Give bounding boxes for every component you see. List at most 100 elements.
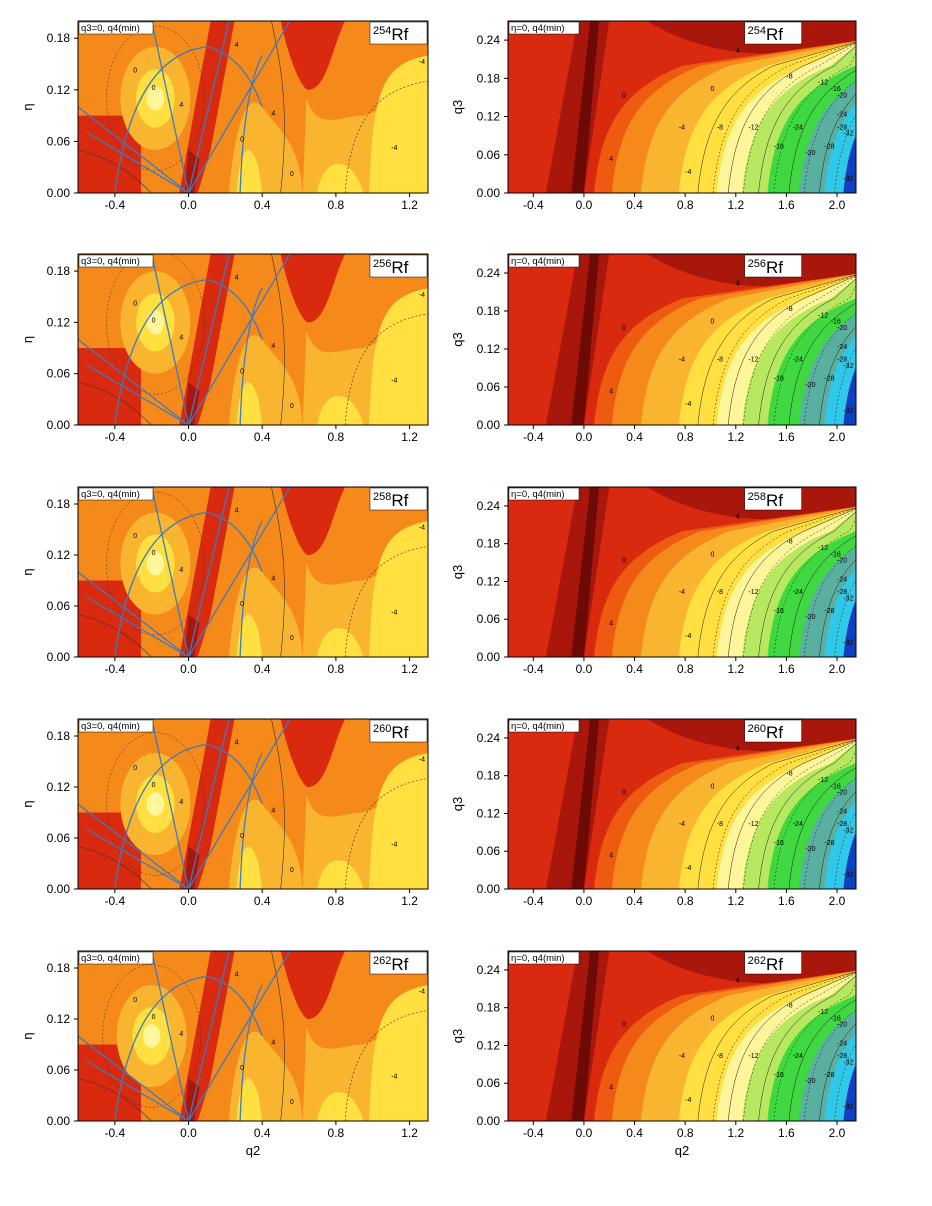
x-tick-label: 1.2 bbox=[401, 1126, 418, 1140]
y-axis-label: q3 bbox=[450, 565, 465, 579]
contour-fill: 0 4 0 4 0 4 -4 0 -4 bbox=[78, 719, 428, 889]
y-tick-label: 0.12 bbox=[477, 806, 501, 820]
x-tick-label: 0.0 bbox=[180, 430, 197, 444]
contour-label: -16 bbox=[774, 1072, 784, 1079]
contour-label: 0 bbox=[290, 1099, 294, 1106]
x-tick-label: 2.0 bbox=[829, 894, 846, 908]
y-axis-label: q3 bbox=[450, 797, 465, 811]
band bbox=[843, 831, 856, 889]
contour-label: -24 bbox=[793, 357, 803, 364]
contour-label: -16 bbox=[774, 376, 784, 383]
x-tick-label: 0.0 bbox=[576, 198, 593, 212]
contour-label: 4 bbox=[609, 156, 613, 163]
plot-frame bbox=[507, 718, 857, 890]
nucleus-label: 254Rf bbox=[748, 25, 784, 44]
y-tick-label: 0.06 bbox=[47, 134, 71, 148]
condition-box bbox=[508, 487, 580, 501]
trajectory-line bbox=[86, 364, 189, 425]
condition-text: η=0, q4(min) bbox=[511, 721, 565, 732]
contour-label: -24 bbox=[837, 112, 847, 119]
contour-label: 0 bbox=[290, 867, 294, 874]
contour-label: -16 bbox=[831, 86, 841, 93]
x-tick-label: 0.8 bbox=[677, 894, 694, 908]
condition-box bbox=[78, 21, 154, 35]
contour-label: -4 bbox=[679, 589, 685, 596]
plot-frame bbox=[77, 718, 429, 890]
contour-line bbox=[727, 740, 856, 889]
contour-label: -16 bbox=[774, 143, 784, 150]
x-tick-label: -0.4 bbox=[523, 1126, 544, 1140]
x-tick-label: 0.8 bbox=[677, 662, 694, 676]
x-tick-label: -0.4 bbox=[523, 198, 544, 212]
condition-text: η=0, q4(min) bbox=[511, 953, 565, 964]
trajectory-line bbox=[78, 1035, 189, 1121]
contour-label: 4 bbox=[179, 102, 183, 109]
contour-label: -4 bbox=[391, 1074, 397, 1081]
contour-label: 0 bbox=[152, 317, 156, 324]
y-tick-label: 0.18 bbox=[477, 71, 501, 85]
contour-fill: 0 4 0 4 0 4 -4 0 -4 bbox=[78, 254, 428, 425]
contour-line bbox=[819, 93, 856, 193]
band bbox=[571, 719, 600, 889]
x-tick-label: 0.0 bbox=[576, 1126, 593, 1140]
band bbox=[280, 254, 346, 323]
contour-label: -28 bbox=[837, 124, 847, 131]
contour-line bbox=[727, 508, 856, 657]
contour-label: -4 bbox=[679, 821, 685, 828]
contour-label: -8 bbox=[717, 357, 723, 364]
contour-label: 0 bbox=[622, 790, 626, 797]
trajectory-line bbox=[151, 21, 190, 193]
contour-line bbox=[819, 1022, 856, 1121]
condition-box bbox=[78, 951, 154, 965]
contour-label: -16 bbox=[831, 551, 841, 558]
x-axis-label: q2 bbox=[675, 1143, 689, 1158]
contour-label: 0 bbox=[622, 325, 626, 332]
contour-line bbox=[344, 546, 428, 657]
trajectory-line bbox=[187, 21, 230, 193]
contour-label: -8 bbox=[717, 821, 723, 828]
contour-label: 4 bbox=[271, 111, 275, 118]
panel-260-right: 04-4 -8 -12-16-20-24-28-32-8-12-16-20-24-2… bbox=[450, 718, 857, 908]
trajectory-line bbox=[151, 487, 190, 657]
y-tick-label: 0.18 bbox=[47, 264, 71, 278]
contour-label: -8 bbox=[717, 1053, 723, 1060]
condition-box bbox=[508, 719, 580, 733]
contour-label: -16 bbox=[831, 1015, 841, 1022]
x-tick-label: 0.8 bbox=[677, 198, 694, 212]
contour-line bbox=[697, 507, 856, 657]
x-tick-label: 1.2 bbox=[727, 1126, 744, 1140]
nucleus-label-box bbox=[369, 21, 428, 45]
x-tick-label: 0.4 bbox=[626, 662, 643, 676]
x-tick-label: 1.6 bbox=[778, 894, 795, 908]
condition-text: q3=0, q4(min) bbox=[81, 23, 140, 34]
trajectory-line bbox=[151, 254, 190, 425]
plot-frame bbox=[77, 486, 429, 658]
y-tick-label: 0.00 bbox=[47, 418, 71, 432]
trajectory-line bbox=[239, 520, 263, 657]
x-tick-label: 0.0 bbox=[180, 894, 197, 908]
band bbox=[236, 614, 263, 657]
x-tick-label: 1.6 bbox=[778, 662, 795, 676]
band bbox=[179, 951, 235, 1121]
nucleus-label: 262Rf bbox=[373, 955, 409, 974]
minimum-region bbox=[146, 310, 165, 335]
contour-label: 4 bbox=[609, 1085, 613, 1092]
plot-frame bbox=[507, 20, 857, 194]
condition-text: η=0, q4(min) bbox=[511, 256, 565, 267]
contour-label: 4 bbox=[271, 576, 275, 583]
contour-line bbox=[106, 732, 205, 876]
y-tick-label: 0.06 bbox=[477, 1076, 501, 1090]
contour-label: 0 bbox=[710, 1015, 714, 1022]
contour-label: 4 bbox=[179, 567, 183, 574]
contour-label: 4 bbox=[736, 745, 740, 752]
y-tick-label: 0.18 bbox=[47, 497, 71, 511]
x-tick-label: 1.6 bbox=[778, 1126, 795, 1140]
x-tick-label: -0.4 bbox=[104, 662, 125, 676]
trajectory-line bbox=[78, 803, 189, 889]
contour-label: -4 bbox=[391, 842, 397, 849]
contour-fill: 0 4 0 4 0 4 -4 0 -4 bbox=[78, 951, 428, 1121]
y-tick-label: 0.18 bbox=[477, 304, 501, 318]
contour-label: 0 bbox=[290, 403, 294, 410]
band bbox=[369, 985, 428, 1121]
contour-label: 0 bbox=[133, 765, 137, 772]
